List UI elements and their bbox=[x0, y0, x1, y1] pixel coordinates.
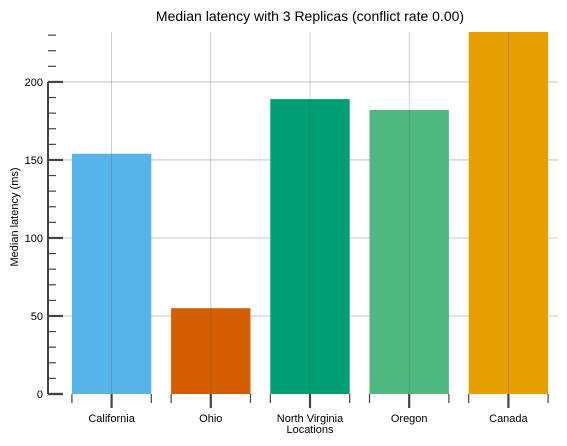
x-tick-label-4: Canada bbox=[489, 413, 528, 425]
x-tick-label-0: California bbox=[88, 413, 135, 425]
y-tick-label-0: 0 bbox=[37, 389, 43, 401]
bar-oregon bbox=[369, 110, 449, 394]
x-axis: California Ohio North Virginia Oregon Canada bbox=[48, 392, 549, 425]
x-tick-label-2: North Virginia bbox=[277, 413, 344, 425]
x-tick-label-1: Ohio bbox=[199, 413, 222, 425]
x-tick-label-3: Oregon bbox=[391, 413, 428, 425]
bar-canada bbox=[468, 32, 549, 394]
y-axis: 0 50 100 150 200 bbox=[25, 34, 63, 401]
bar-north-virginia bbox=[270, 99, 350, 395]
x-axis-label: Locations bbox=[286, 424, 334, 436]
chart-title: Median latency with 3 Replicas (conflict… bbox=[156, 8, 464, 24]
bar-ohio bbox=[171, 308, 251, 394]
vertical-grid bbox=[111, 32, 509, 394]
y-axis-label: Median latency (ms) bbox=[9, 167, 21, 266]
bars bbox=[71, 32, 549, 395]
y-tick-label-150: 150 bbox=[25, 155, 43, 167]
bar-california bbox=[71, 153, 152, 394]
y-tick-label-100: 100 bbox=[25, 233, 43, 245]
y-tick-label-50: 50 bbox=[31, 311, 43, 323]
y-tick-label-200: 200 bbox=[25, 77, 43, 89]
